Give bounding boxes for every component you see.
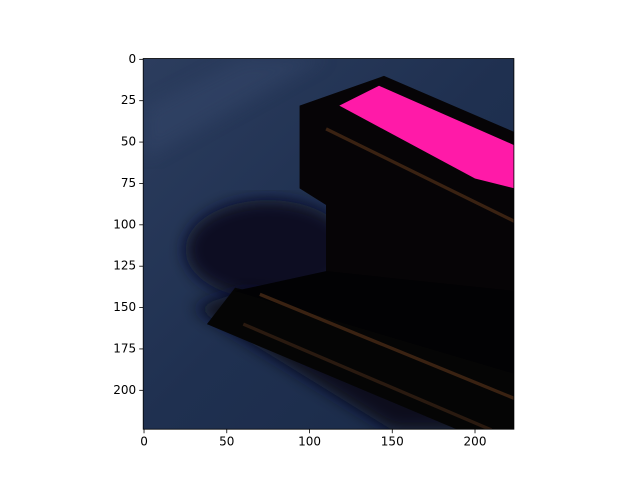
- stapler-base: [206, 287, 514, 430]
- y-tick-label: 100: [113, 217, 136, 231]
- y-tick-label: 200: [113, 383, 136, 397]
- y-tick-label: 175: [113, 341, 136, 355]
- edge: [242, 322, 493, 430]
- axes-frame: [142, 58, 515, 430]
- x-tick-label: 100: [298, 435, 321, 449]
- x-tick-label: 200: [464, 435, 487, 449]
- y-tick-label: 50: [121, 135, 136, 149]
- x-tick-label: 150: [381, 435, 404, 449]
- x-tick-label: 0: [140, 435, 148, 449]
- edge: [325, 127, 514, 223]
- edge: [259, 292, 514, 401]
- y-tick-label: 150: [113, 300, 136, 314]
- image: [143, 58, 514, 430]
- y-tick-label: 25: [121, 93, 136, 107]
- shadow: [185, 199, 351, 300]
- y-tick-label: 0: [129, 52, 137, 66]
- label: [339, 85, 514, 189]
- y-tick-label: 125: [113, 259, 136, 273]
- y-tick-label: 75: [121, 176, 136, 190]
- x-tick-label: 50: [219, 435, 234, 449]
